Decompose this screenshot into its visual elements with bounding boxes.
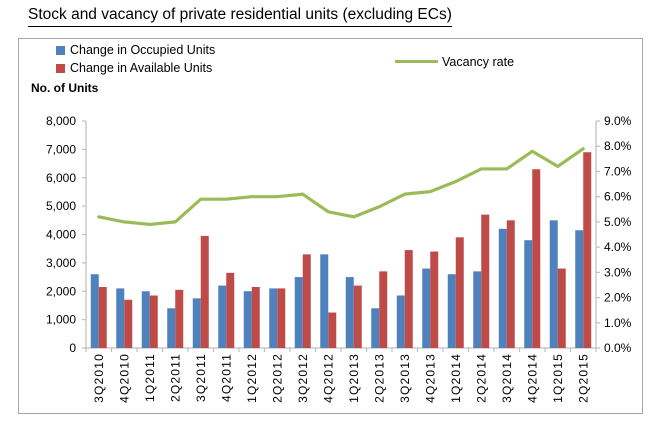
bar-available-3Q2012: [302, 254, 311, 348]
right-axis-tick-label: 7.0%: [604, 164, 632, 178]
bar-occupied-1Q2011: [141, 291, 150, 348]
x-axis-label-1Q2011: 1Q2011: [143, 353, 157, 402]
x-axis-label-4Q2010: 4Q2010: [117, 353, 131, 403]
x-axis-label-4Q2011: 4Q2011: [219, 353, 233, 402]
bar-occupied-2Q2012: [269, 288, 278, 348]
bar-occupied-2Q2015: [575, 230, 584, 348]
right-axis-tick-label: 6.0%: [604, 190, 632, 204]
bar-occupied-1Q2012: [243, 291, 252, 348]
left-axis-tick-label: 5,000: [46, 199, 76, 213]
left-axis-tick-label: 6,000: [46, 171, 76, 185]
right-axis-tick-label: 4.0%: [604, 240, 632, 254]
left-axis-tick-label: 2,000: [46, 284, 76, 298]
x-axis-label-3Q2014: 3Q2014: [500, 353, 514, 403]
bar-occupied-4Q2011: [218, 285, 227, 348]
bar-occupied-2Q2011: [167, 308, 176, 348]
x-axis-label-3Q2011: 3Q2011: [194, 353, 208, 402]
bar-available-3Q2011: [200, 235, 209, 348]
bar-occupied-1Q2014: [447, 274, 456, 348]
bar-available-4Q2012: [328, 312, 337, 348]
x-axis-label-2Q2012: 2Q2012: [270, 353, 284, 403]
occupied-swatch-icon: [56, 45, 65, 55]
bar-available-1Q2013: [353, 285, 362, 348]
bar-occupied-3Q2014: [498, 228, 507, 348]
bar-available-1Q2014: [455, 237, 464, 348]
bar-available-3Q2014: [506, 220, 515, 348]
bar-occupied-1Q2015: [549, 220, 558, 348]
page-title: Stock and vacancy of private residential…: [28, 6, 452, 27]
left-axis-tick-label: 1,000: [46, 313, 76, 327]
right-axis-tick-label: 5.0%: [604, 215, 632, 229]
bar-available-1Q2011: [149, 295, 158, 348]
bar-available-4Q2010: [124, 299, 133, 348]
x-axis-label-2Q2015: 2Q2015: [576, 353, 590, 403]
vacancy-rate-line: [97, 147, 585, 227]
x-axis-label-2Q2011: 2Q2011: [168, 353, 182, 402]
bar-available-3Q2010: [98, 286, 107, 348]
x-axis-label-2Q2013: 2Q2013: [372, 353, 386, 403]
legend-label-vacancy: Vacancy rate: [442, 55, 515, 69]
x-axis-label-2Q2014: 2Q2014: [474, 353, 488, 403]
available-swatch-icon: [56, 63, 65, 73]
legend-item-occupied: Change in Occupied Units: [56, 42, 215, 58]
left-axis-tick-label: 3,000: [46, 256, 76, 270]
bar-occupied-4Q2014: [524, 240, 533, 348]
bar-occupied-3Q2013: [396, 295, 405, 348]
bar-occupied-3Q2010: [90, 274, 99, 348]
plot-svg: 0 1,000 2,000 3,000 4,000 5,000 6,000 7,000 8,00…: [46, 114, 632, 403]
bar-available-2Q2011: [175, 289, 184, 348]
bar-available-2Q2015: [583, 152, 592, 348]
left-axis-tick-label: 7,000: [46, 142, 76, 156]
bar-available-1Q2012: [251, 286, 260, 348]
vacancy-line-icon: [395, 60, 438, 63]
bar-occupied-2Q2014: [473, 271, 482, 348]
bar-occupied-4Q2010: [116, 288, 125, 348]
right-axis-tick-label: 3.0%: [604, 265, 632, 279]
legend-label-available: Change in Available Units: [70, 61, 213, 75]
x-axis-label-1Q2013: 1Q2013: [347, 353, 361, 403]
left-axis-title: No. of Units: [31, 81, 99, 95]
bar-occupied-3Q2011: [192, 298, 201, 348]
bar-occupied-2Q2013: [371, 308, 380, 348]
bar-available-4Q2013: [430, 251, 439, 348]
bar-occupied-3Q2012: [294, 277, 303, 348]
right-axis-tick-label: 1.0%: [604, 316, 632, 330]
bar-occupied-4Q2012: [320, 254, 329, 348]
bar-occupied-4Q2013: [422, 268, 431, 348]
bar-available-3Q2013: [404, 250, 413, 348]
right-axis-tick-label: 0.0%: [604, 341, 632, 355]
x-axis-label-4Q2012: 4Q2012: [321, 353, 335, 403]
right-axis-tick-label: 8.0%: [604, 139, 632, 153]
right-axis-tick-label: 2.0%: [604, 291, 632, 305]
bar-available-2Q2013: [379, 271, 388, 348]
bar-available-1Q2015: [557, 268, 566, 348]
left-axis-tick-label: 4,000: [46, 228, 76, 242]
left-axis-tick-label: 0: [69, 341, 76, 355]
bar-available-2Q2012: [277, 288, 286, 348]
x-axis-label-3Q2010: 3Q2010: [92, 353, 106, 403]
x-axis-label-4Q2013: 4Q2013: [423, 353, 437, 403]
bar-available-4Q2014: [532, 169, 541, 348]
right-axis-tick-label: 9.0%: [604, 114, 632, 128]
x-axis-label-1Q2014: 1Q2014: [449, 353, 463, 403]
x-axis-label-4Q2014: 4Q2014: [525, 353, 539, 403]
x-axis-label-1Q2015: 1Q2015: [551, 353, 565, 403]
legend-label-occupied: Change in Occupied Units: [70, 43, 216, 57]
bar-available-4Q2011: [226, 272, 235, 348]
legend-item-available: Change in Available Units: [56, 60, 212, 76]
chart-area: Change in Occupied Units Change in Avail…: [18, 38, 643, 414]
x-axis-label-3Q2013: 3Q2013: [398, 353, 412, 403]
bar-available-2Q2014: [481, 214, 490, 348]
legend-item-vacancy: Vacancy rate: [442, 54, 514, 70]
bar-occupied-1Q2013: [345, 277, 354, 348]
x-axis-label-3Q2012: 3Q2012: [296, 353, 310, 403]
left-axis-tick-label: 8,000: [46, 114, 76, 128]
x-axis-label-1Q2012: 1Q2012: [245, 353, 259, 403]
